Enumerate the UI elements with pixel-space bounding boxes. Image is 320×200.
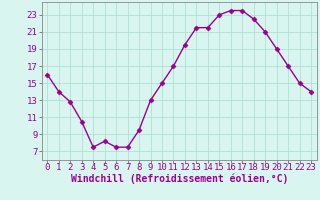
- X-axis label: Windchill (Refroidissement éolien,°C): Windchill (Refroidissement éolien,°C): [70, 173, 288, 184]
